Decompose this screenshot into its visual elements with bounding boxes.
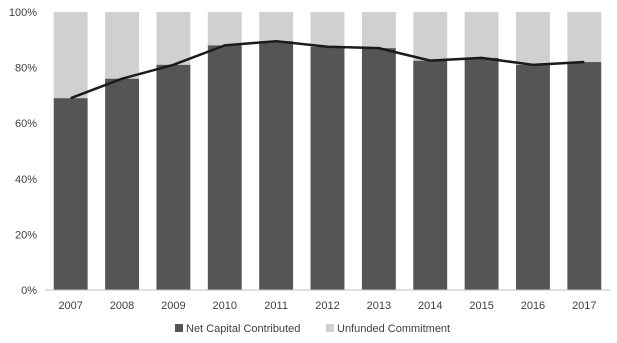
bar-net-capital-2013 (361, 48, 396, 290)
bar-net-capital-2007 (53, 98, 88, 291)
legend-label-net-capital: Net Capital Contributed (186, 323, 300, 335)
bar-net-capital-2010 (207, 45, 242, 290)
legend-swatch-unfunded (326, 324, 334, 332)
x-tick-label-2007: 2007 (58, 300, 82, 312)
bars-layer (53, 12, 602, 291)
bar-unfunded-2014 (413, 12, 448, 61)
y-tick-label-60pct: 60% (15, 118, 37, 130)
y-tick-label-80pct: 80% (15, 63, 37, 75)
legend-item-net-capital: Net Capital Contributed (175, 323, 300, 335)
x-tick-label-2011: 2011 (264, 300, 288, 312)
y-axis: 0% 20% 40% 60% 80% 100% (9, 7, 37, 297)
x-tick-label-2013: 2013 (367, 300, 391, 312)
bar-unfunded-2016 (516, 12, 550, 65)
bar-unfunded-2012 (310, 12, 345, 47)
legend: Net Capital Contributed Unfunded Commitm… (175, 323, 450, 335)
bar-net-capital-2017 (567, 62, 602, 290)
legend-item-unfunded: Unfunded Commitment (326, 323, 450, 335)
x-tick-label-2017: 2017 (572, 300, 596, 312)
bar-net-capital-2016 (516, 64, 550, 290)
x-tick-label-2012: 2012 (315, 300, 339, 312)
bar-net-capital-2015 (464, 57, 499, 291)
trend-line (70, 39, 585, 100)
bar-unfunded-2009 (156, 12, 191, 65)
bar-net-capital-2014 (413, 60, 448, 291)
bar-unfunded-2015 (464, 12, 499, 58)
x-axis: 2007 2008 2009 2010 2011 2012 2013 2014 2015 2016… (45, 289, 610, 312)
legend-swatch-net-capital (175, 324, 183, 332)
bar-unfunded-2010 (207, 12, 242, 46)
x-tick-label-2014: 2014 (418, 300, 442, 312)
y-tick-label-40pct: 40% (15, 174, 37, 186)
x-tick-label-2016: 2016 (521, 300, 545, 312)
legend-label-unfunded: Unfunded Commitment (337, 323, 450, 335)
line-layer (70, 39, 585, 100)
bar-net-capital-2008 (105, 78, 139, 290)
bar-unfunded-2017 (567, 12, 602, 63)
bar-net-capital-2012 (310, 46, 345, 290)
x-tick-label-2015: 2015 (469, 300, 493, 312)
y-tick-label-100pct: 100% (9, 7, 37, 19)
y-tick-label-0pct: 0% (21, 285, 37, 297)
x-tick-label-2010: 2010 (213, 300, 237, 312)
x-tick-label-2008: 2008 (110, 300, 134, 312)
bar-net-capital-2009 (156, 64, 191, 290)
bar-unfunded-2013 (361, 12, 396, 49)
bar-net-capital-2011 (259, 41, 294, 290)
bar-unfunded-2007 (53, 12, 88, 99)
x-tick-label-2009: 2009 (161, 300, 185, 312)
bar-unfunded-2008 (105, 12, 139, 79)
bar-unfunded-2011 (259, 12, 294, 42)
y-tick-label-20pct: 20% (15, 229, 37, 241)
